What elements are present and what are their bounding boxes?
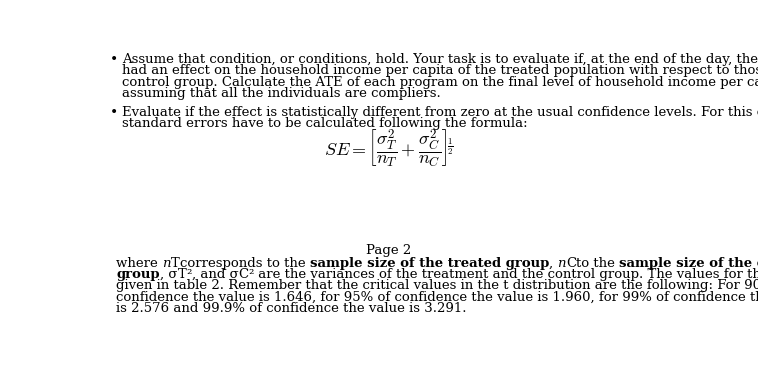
Text: T: T bbox=[171, 257, 180, 270]
Text: , σ: , σ bbox=[160, 268, 177, 281]
Text: ²: ² bbox=[249, 268, 254, 281]
Text: Evaluate if the effect is statistically different from zero at the usual confide: Evaluate if the effect is statistically … bbox=[122, 106, 758, 119]
Text: where: where bbox=[117, 257, 162, 270]
Text: Page 2: Page 2 bbox=[366, 244, 411, 257]
Text: , and σ: , and σ bbox=[192, 268, 238, 281]
Text: had an effect on the household income per capita of the treated population with : had an effect on the household income pe… bbox=[122, 65, 758, 77]
Text: C: C bbox=[238, 268, 249, 281]
Text: •: • bbox=[110, 106, 118, 120]
Text: C: C bbox=[565, 257, 576, 270]
Text: are the variances of the treatment and the control group. The values for them ar: are the variances of the treatment and t… bbox=[254, 268, 758, 281]
Text: sample size of the control: sample size of the control bbox=[619, 257, 758, 270]
Text: control group. Calculate the ATE of each program on the final level of household: control group. Calculate the ATE of each… bbox=[122, 76, 758, 88]
Text: sample size of the treated group: sample size of the treated group bbox=[309, 257, 549, 270]
Text: Assume that condition, or conditions, hold. Your task is to evaluate if, at the : Assume that condition, or conditions, ho… bbox=[122, 53, 758, 66]
Text: •: • bbox=[110, 53, 118, 67]
Text: ,: , bbox=[549, 257, 557, 270]
Text: n: n bbox=[162, 257, 171, 270]
Text: ²: ² bbox=[186, 268, 192, 281]
Text: given in table 2. Remember that the critical values in the t distribution are th: given in table 2. Remember that the crit… bbox=[117, 279, 758, 292]
Text: standard errors have to be calculated following the formula:: standard errors have to be calculated fo… bbox=[122, 117, 528, 130]
Text: $SE = \left[\dfrac{\sigma_T^2}{n_T} + \dfrac{\sigma_C^2}{n_C}\right]^{\!\frac{1}: $SE = \left[\dfrac{\sigma_T^2}{n_T} + \d… bbox=[324, 127, 453, 169]
Text: corresponds to the: corresponds to the bbox=[180, 257, 309, 270]
Text: n: n bbox=[557, 257, 565, 270]
Text: confidence the value is 1.646, for 95% of confidence the value is 1.960, for 99%: confidence the value is 1.646, for 95% o… bbox=[117, 290, 758, 304]
Text: is 2.576 and 99.9% of confidence the value is 3.291.: is 2.576 and 99.9% of confidence the val… bbox=[117, 302, 467, 315]
Text: assuming that all the individuals are compliers.: assuming that all the individuals are co… bbox=[122, 87, 440, 100]
Text: group: group bbox=[117, 268, 160, 281]
Text: T: T bbox=[177, 268, 186, 281]
Text: to the: to the bbox=[576, 257, 619, 270]
